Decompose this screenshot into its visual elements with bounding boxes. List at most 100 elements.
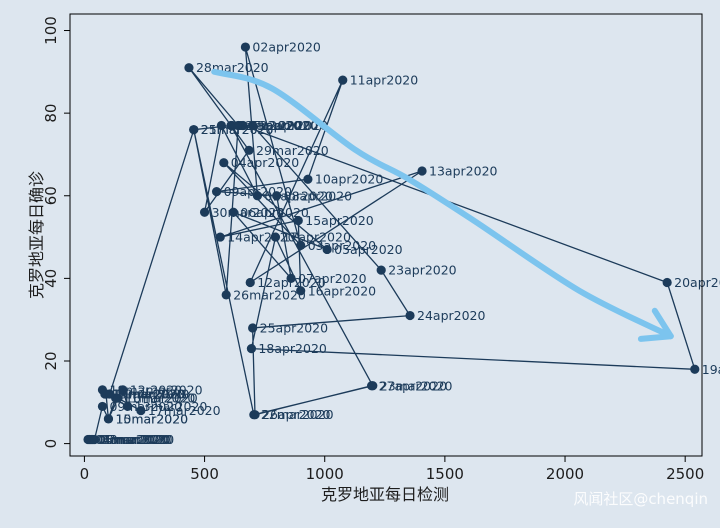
data-point-28mar2020 xyxy=(184,63,194,73)
point-label-05apr2020: 05apr2020 xyxy=(334,242,402,257)
point-label-07mar2020: 07mar2020 xyxy=(100,432,173,447)
marker-layer xyxy=(83,42,700,445)
point-label-20apr2020: 20apr2020 xyxy=(674,275,720,290)
point-label-24mar2020: 24mar2020 xyxy=(238,118,311,133)
point-label-04mar2020: 04mar2020 xyxy=(95,432,168,447)
data-point-30mar2020 xyxy=(199,207,210,217)
point-label-09mar2020: 09mar2020 xyxy=(109,399,182,414)
annotation-arrow-shaft xyxy=(211,68,674,340)
data-point-13mar2020 xyxy=(123,401,133,412)
point-label-26apr2020: 26apr2020 xyxy=(262,407,330,422)
point-label-13apr2020: 13apr2020 xyxy=(429,163,497,178)
point-label-29mar2020: 29mar2020 xyxy=(256,143,329,158)
point-label-23mar2020: 23mar2020 xyxy=(380,378,453,393)
data-point-18apr2020 xyxy=(246,343,257,354)
data-point-21apr2020 xyxy=(238,120,248,131)
point-label-31mar2020: 31mar2020 xyxy=(228,118,301,133)
point-label-08mar2020: 08mar2020 xyxy=(102,432,175,447)
data-point-12apr2020 xyxy=(245,277,255,288)
point-label-17mar2020: 17mar2020 xyxy=(148,403,221,418)
x-tick-label: 2500 xyxy=(666,465,704,483)
point-label-01apr2020: 01apr2020 xyxy=(264,188,332,203)
point-label-11apr2020: 11apr2020 xyxy=(350,73,418,88)
data-point-25apr2020 xyxy=(248,323,258,333)
x-axis-title: 克罗地亚每日检测 xyxy=(321,485,449,504)
point-label-21apr2020: 21apr2020 xyxy=(250,118,318,133)
data-point-05apr2020 xyxy=(322,244,332,255)
y-axis-title: 克罗地亚每日确诊 xyxy=(27,171,46,299)
y-tick-label: 0 xyxy=(42,439,60,449)
point-label-23apr2020: 23apr2020 xyxy=(388,263,456,278)
data-point-22apr2020 xyxy=(248,120,258,131)
point-label-04apr2020: 04apr2020 xyxy=(231,155,299,170)
point-label-10mar2020: 10mar2020 xyxy=(115,411,188,426)
point-label-05mar2020: 05mar2020 xyxy=(97,432,170,447)
y-tick-label: 20 xyxy=(42,351,60,370)
data-point-06apr2020 xyxy=(228,207,239,217)
x-tick-label: 2000 xyxy=(546,465,584,483)
x-tick-label: 0 xyxy=(80,465,90,483)
point-label-07apr2020: 07apr2020 xyxy=(298,271,366,286)
x-tick-label: 1000 xyxy=(306,465,344,483)
point-label-11mar2020: 11mar2020 xyxy=(123,391,196,406)
x-tick-label: 1500 xyxy=(426,465,464,483)
point-label-30mar2020: 30mar2020 xyxy=(212,205,285,220)
point-label-12mar2020: 12mar2020 xyxy=(130,382,203,397)
data-point-08mar2020 xyxy=(89,434,100,445)
data-point-01apr2020 xyxy=(252,191,263,201)
point-label-18mar2020: 18mar2020 xyxy=(109,382,182,397)
point-label-18apr2020: 18apr2020 xyxy=(258,341,326,356)
point-label-22apr2020: 22apr2020 xyxy=(260,118,328,133)
plot-area: 04mar202005mar202006mar202007mar202008ma… xyxy=(83,40,720,447)
data-point-17mar2020 xyxy=(136,405,146,416)
point-label-21mar2020: 21mar2020 xyxy=(201,122,274,137)
point-label-12apr2020: 12apr2020 xyxy=(257,275,325,290)
point-label-19apr2020: 19apr2020 xyxy=(702,362,720,377)
data-point-24apr2020 xyxy=(405,310,415,321)
point-label-02apr2020: 02apr2020 xyxy=(252,40,320,55)
data-point-09mar2020 xyxy=(97,401,108,412)
point-label-25mar2020: 25mar2020 xyxy=(201,122,274,137)
data-point-24mar2020 xyxy=(226,120,236,131)
data-point-09apr2020 xyxy=(211,187,222,197)
point-label-14mar2020: 14mar2020 xyxy=(113,387,186,402)
data-point-20mar2020 xyxy=(105,389,115,399)
point-label-25apr2020: 25apr2020 xyxy=(260,320,328,335)
data-point-11apr2020 xyxy=(338,75,348,85)
data-point-14apr2020 xyxy=(215,232,225,242)
data-point-10apr2020 xyxy=(303,174,313,184)
y-tick-label: 40 xyxy=(42,269,60,288)
point-label-16apr2020: 16apr2020 xyxy=(308,283,376,298)
data-point-31mar2020 xyxy=(216,120,226,131)
data-point-17apr2020 xyxy=(270,232,281,242)
data-point-25mar2020 xyxy=(189,125,199,135)
point-label-27mar2020: 27mar2020 xyxy=(245,118,318,133)
y-tick-label: 80 xyxy=(42,104,60,123)
data-point-04apr2020 xyxy=(219,158,229,168)
point-label-10apr2020: 10apr2020 xyxy=(315,172,383,187)
point-label-24apr2020: 24apr2020 xyxy=(417,308,485,323)
annotation-layer xyxy=(211,68,674,342)
axis-layer: 0 500 1000 1500 2000 2500 0 20 40 60 80 100 xyxy=(42,13,704,483)
data-point-15apr2020 xyxy=(293,215,303,226)
data-point-16mar2020 xyxy=(113,393,123,403)
data-point-02apr2020 xyxy=(240,42,251,52)
data-point-20apr2020 xyxy=(662,277,672,288)
data-point-12mar2020 xyxy=(118,385,128,395)
data-point-13apr2020 xyxy=(417,166,427,176)
point-label-19mar2020: 19mar2020 xyxy=(112,387,185,402)
data-point-07apr2020 xyxy=(286,273,296,283)
y-tick-label: 100 xyxy=(42,16,60,45)
data-point-27apr2020 xyxy=(366,381,377,391)
data-point-16apr2020 xyxy=(296,286,306,296)
point-label-16mar2020: 16mar2020 xyxy=(125,391,198,406)
point-label-09apr2020: 09apr2020 xyxy=(224,184,292,199)
data-point-26mar2020 xyxy=(221,290,231,300)
point-label-20mar2020: 20mar2020 xyxy=(117,387,190,402)
data-point-19apr2020 xyxy=(690,364,700,374)
point-label-layer: 04mar202005mar202006mar202007mar202008ma… xyxy=(95,40,720,447)
point-label-17apr2020: 17apr2020 xyxy=(282,230,350,245)
point-label-03apr2020: 03apr2020 xyxy=(308,238,376,253)
point-label-22mar2020: 22mar2020 xyxy=(261,407,334,422)
